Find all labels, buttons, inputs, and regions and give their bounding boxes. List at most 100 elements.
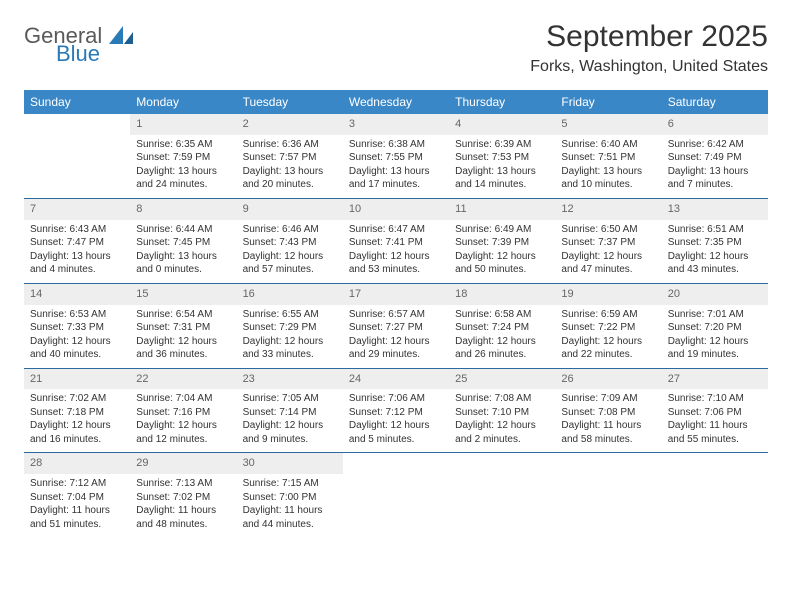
day-number: 15 — [130, 284, 236, 305]
day-body: Sunrise: 6:59 AMSunset: 7:22 PMDaylight:… — [555, 305, 661, 368]
day-header-cell: Friday — [555, 90, 661, 114]
day-number: 3 — [343, 114, 449, 135]
daylight-text: Daylight: 12 hours and 2 minutes. — [455, 419, 549, 446]
day-body: Sunrise: 6:53 AMSunset: 7:33 PMDaylight:… — [24, 305, 130, 368]
day-cell: 10Sunrise: 6:47 AMSunset: 7:41 PMDayligh… — [343, 199, 449, 283]
day-cell: 1 Sunrise: 6:35 AMSunset: 7:59 PMDaylight… — [130, 114, 236, 198]
day-number: 8 — [130, 199, 236, 220]
daylight-text: Daylight: 13 hours and 24 minutes. — [136, 165, 230, 192]
sunrise-text: Sunrise: 6:35 AM — [136, 138, 230, 152]
day-cell: 18 Sunrise: 6:58 AMSunset: 7:24 PMDayligh… — [449, 284, 555, 368]
sunset-text: Sunset: 7:02 PM — [136, 491, 230, 505]
sunset-text: Sunset: 7:24 PM — [455, 321, 549, 335]
daylight-text: Daylight: 12 hours and 16 minutes. — [30, 419, 124, 446]
day-header-cell: Tuesday — [237, 90, 343, 114]
day-number: 1 — [130, 114, 236, 135]
sunrise-text: Sunrise: 6:36 AM — [243, 138, 337, 152]
day-number: 9 — [237, 199, 343, 220]
sunrise-text: Sunrise: 6:46 AM — [243, 223, 337, 237]
day-body — [662, 474, 768, 483]
sunrise-text: Sunrise: 7:15 AM — [243, 477, 337, 491]
day-number: 7 — [24, 199, 130, 220]
daylight-text: Daylight: 12 hours and 9 minutes. — [243, 419, 337, 446]
day-number — [662, 453, 768, 474]
sunrise-text: Sunrise: 6:57 AM — [349, 308, 443, 322]
day-body: Sunrise: 7:05 AMSunset: 7:14 PMDaylight:… — [237, 389, 343, 452]
day-body: Sunrise: 6:46 AMSunset: 7:43 PMDaylight:… — [237, 220, 343, 283]
daylight-text: Daylight: 12 hours and 53 minutes. — [349, 250, 443, 277]
sunset-text: Sunset: 7:59 PM — [136, 151, 230, 165]
day-cell: 26Sunrise: 7:09 AMSunset: 7:08 PMDayligh… — [555, 369, 661, 453]
day-cell: 4Sunrise: 6:39 AMSunset: 7:53 PMDaylight… — [449, 114, 555, 198]
day-cell: 11Sunrise: 6:49 AMSunset: 7:39 PMDayligh… — [449, 199, 555, 283]
day-cell: 20Sunrise: 7:01 AMSunset: 7:20 PMDayligh… — [662, 284, 768, 368]
daylight-text: Daylight: 12 hours and 26 minutes. — [455, 335, 549, 362]
sunset-text: Sunset: 7:04 PM — [30, 491, 124, 505]
day-number: 16 — [237, 284, 343, 305]
day-cell: 27Sunrise: 7:10 AMSunset: 7:06 PMDayligh… — [662, 369, 768, 453]
logo-text-block: General Blue — [24, 26, 135, 65]
sunrise-text: Sunrise: 6:54 AM — [136, 308, 230, 322]
sunset-text: Sunset: 7:41 PM — [349, 236, 443, 250]
day-number — [555, 453, 661, 474]
day-cell: 14Sunrise: 6:53 AMSunset: 7:33 PMDayligh… — [24, 284, 130, 368]
day-body: Sunrise: 6:36 AMSunset: 7:57 PMDaylight:… — [237, 135, 343, 198]
day-body: Sunrise: 6:47 AMSunset: 7:41 PMDaylight:… — [343, 220, 449, 283]
daylight-text: Daylight: 12 hours and 29 minutes. — [349, 335, 443, 362]
day-body: Sunrise: 7:08 AMSunset: 7:10 PMDaylight:… — [449, 389, 555, 452]
sunrise-text: Sunrise: 6:53 AM — [30, 308, 124, 322]
day-body: Sunrise: 6:57 AMSunset: 7:27 PMDaylight:… — [343, 305, 449, 368]
daylight-text: Daylight: 13 hours and 10 minutes. — [561, 165, 655, 192]
sunset-text: Sunset: 7:53 PM — [455, 151, 549, 165]
day-number: 18 — [449, 284, 555, 305]
sunset-text: Sunset: 7:55 PM — [349, 151, 443, 165]
sunrise-text: Sunrise: 6:58 AM — [455, 308, 549, 322]
day-cell: 5Sunrise: 6:40 AMSunset: 7:51 PMDaylight… — [555, 114, 661, 198]
day-cell: 13Sunrise: 6:51 AMSunset: 7:35 PMDayligh… — [662, 199, 768, 283]
day-cell: 12Sunrise: 6:50 AMSunset: 7:37 PMDayligh… — [555, 199, 661, 283]
day-cell: 7Sunrise: 6:43 AMSunset: 7:47 PMDaylight… — [24, 199, 130, 283]
day-cell: 2Sunrise: 6:36 AMSunset: 7:57 PMDaylight… — [237, 114, 343, 198]
sunset-text: Sunset: 7:22 PM — [561, 321, 655, 335]
day-number: 4 — [449, 114, 555, 135]
day-number: 6 — [662, 114, 768, 135]
daylight-text: Daylight: 12 hours and 40 minutes. — [30, 335, 124, 362]
day-cell: 28Sunrise: 7:12 AMSunset: 7:04 PMDayligh… — [24, 453, 130, 537]
day-number: 28 — [24, 453, 130, 474]
day-number: 19 — [555, 284, 661, 305]
sunset-text: Sunset: 7:33 PM — [30, 321, 124, 335]
week-row: 1Sunrise: 6:35 AMSunset: 7:59 PMDaylight… — [24, 114, 768, 199]
day-cell: 16Sunrise: 6:55 AMSunset: 7:29 PMDayligh… — [237, 284, 343, 368]
sunset-text: Sunset: 7:12 PM — [349, 406, 443, 420]
sunset-text: Sunset: 7:51 PM — [561, 151, 655, 165]
day-body: Sunrise: 6:55 AMSunset: 7:29 PMDaylight:… — [237, 305, 343, 368]
sunrise-text: Sunrise: 7:06 AM — [349, 392, 443, 406]
day-body: Sunrise: 6:44 AMSunset: 7:45 PMDaylight:… — [130, 220, 236, 283]
sunrise-text: Sunrise: 6:39 AM — [455, 138, 549, 152]
day-body — [24, 135, 130, 144]
day-number — [343, 453, 449, 474]
sunset-text: Sunset: 7:20 PM — [668, 321, 762, 335]
day-number: 27 — [662, 369, 768, 390]
day-number: 23 — [237, 369, 343, 390]
day-cell — [662, 453, 768, 537]
weeks-container: 1Sunrise: 6:35 AMSunset: 7:59 PMDaylight… — [24, 114, 768, 537]
daylight-text: Daylight: 12 hours and 47 minutes. — [561, 250, 655, 277]
day-cell: 23Sunrise: 7:05 AMSunset: 7:14 PMDayligh… — [237, 369, 343, 453]
day-number: 25 — [449, 369, 555, 390]
sunrise-text: Sunrise: 6:55 AM — [243, 308, 337, 322]
sunrise-text: Sunrise: 6:44 AM — [136, 223, 230, 237]
sunset-text: Sunset: 7:39 PM — [455, 236, 549, 250]
sunset-text: Sunset: 7:18 PM — [30, 406, 124, 420]
day-body: Sunrise: 7:10 AMSunset: 7:06 PMDaylight:… — [662, 389, 768, 452]
title-block: September 2025 Forks, Washington, United… — [530, 20, 768, 76]
day-number — [24, 114, 130, 135]
sunrise-text: Sunrise: 6:51 AM — [668, 223, 762, 237]
day-body: Sunrise: 7:15 AMSunset: 7:00 PMDaylight:… — [237, 474, 343, 537]
day-cell: 30Sunrise: 7:15 AMSunset: 7:00 PMDayligh… — [237, 453, 343, 537]
day-body: Sunrise: 6:39 AMSunset: 7:53 PMDaylight:… — [449, 135, 555, 198]
day-cell: 21Sunrise: 7:02 AMSunset: 7:18 PMDayligh… — [24, 369, 130, 453]
sunrise-text: Sunrise: 7:09 AM — [561, 392, 655, 406]
sunset-text: Sunset: 7:57 PM — [243, 151, 337, 165]
sunrise-text: Sunrise: 7:10 AM — [668, 392, 762, 406]
